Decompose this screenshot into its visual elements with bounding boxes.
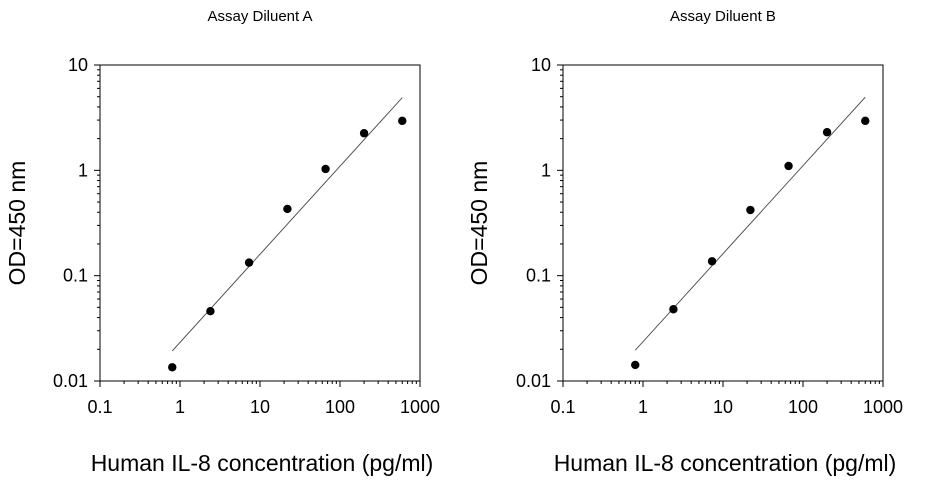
y-tick-label: 10 (531, 55, 551, 75)
data-point (283, 204, 292, 214)
chart-title: Assay Diluent A (207, 8, 312, 25)
x-tick-label: 0.1 (550, 397, 575, 417)
plot-frame (99, 64, 421, 382)
chart-title: Assay Diluent B (670, 8, 776, 25)
y-axis-label: OD=450 nm (4, 161, 30, 286)
data-point (707, 257, 717, 266)
y-tick-label: 10 (68, 55, 88, 75)
chart-panel-diluent-b: Assay Diluent B 0.1 1 10 100 1000 0.01 0.1 1 10 OD… (466, 8, 903, 476)
y-tick-label: 1 (78, 160, 88, 180)
x-axis-label: Human IL-8 concentration (pg/ml) (554, 450, 897, 476)
y-tick-label: 0.1 (526, 266, 551, 286)
y-tick-label: 0.01 (516, 371, 551, 391)
data-point (631, 360, 640, 370)
data-point (359, 129, 369, 138)
y-axis-label: OD=450 nm (466, 161, 492, 286)
plot-frame (562, 64, 884, 382)
y-tick-label: 0.1 (63, 266, 88, 286)
chart-panel-diluent-a: Assay Diluent A 0.1 1 10 100 1000 0.01 0.1 1 10 OD… (4, 8, 440, 476)
data-point (669, 305, 678, 314)
x-tick-label: 1 (175, 397, 185, 417)
x-tick-label: 0.1 (87, 397, 112, 417)
x-tick-label: 100 (788, 397, 818, 417)
x-tick-label: 100 (325, 397, 355, 417)
y-tick-label: 0.01 (53, 371, 88, 391)
data-point (398, 116, 407, 126)
x-tick-label: 10 (250, 397, 270, 417)
x-tick-label: 1 (638, 397, 648, 417)
x-tick-label: 1000 (863, 397, 903, 417)
data-point (822, 128, 832, 137)
data-point (206, 306, 215, 316)
data-point (321, 164, 330, 174)
data-point (784, 161, 793, 171)
data-point (168, 363, 177, 372)
data-point (244, 258, 254, 267)
y-tick-label: 1 (541, 160, 551, 180)
data-point (746, 205, 755, 215)
fit-line (634, 96, 866, 351)
data-point (861, 116, 870, 126)
x-tick-label: 1000 (400, 397, 440, 417)
x-tick-label: 10 (713, 397, 733, 417)
x-axis-label: Human IL-8 concentration (pg/ml) (91, 450, 434, 476)
